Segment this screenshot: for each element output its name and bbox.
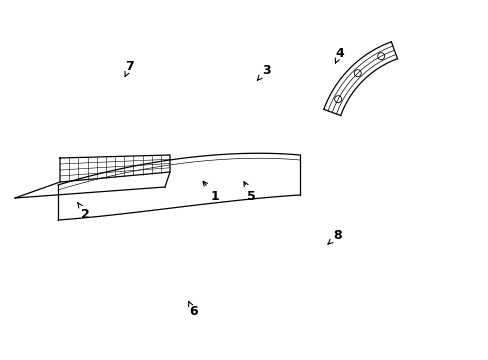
Text: 2: 2 <box>78 203 90 221</box>
Text: 1: 1 <box>203 181 219 203</box>
Text: 8: 8 <box>327 229 341 244</box>
Text: 4: 4 <box>335 47 344 63</box>
Text: 6: 6 <box>188 302 197 318</box>
Text: 7: 7 <box>125 60 134 76</box>
Text: 3: 3 <box>257 64 270 80</box>
Text: 5: 5 <box>244 182 256 203</box>
